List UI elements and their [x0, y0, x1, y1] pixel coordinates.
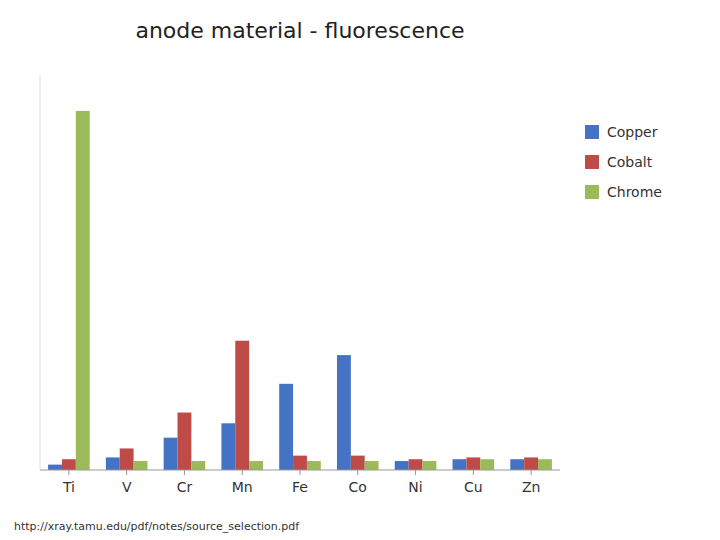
bar: Cobalt Co: 4: [351, 456, 365, 470]
x-tick-label: Cu: [464, 479, 483, 495]
legend-swatch: [585, 125, 599, 139]
x-tick: [242, 470, 243, 475]
x-tick: [531, 470, 532, 475]
y-axis-line: [40, 75, 41, 470]
bar: Copper Ni: 2.5: [395, 461, 409, 470]
x-tick: [473, 470, 474, 475]
bar: Cobalt Cr: 16: [178, 413, 192, 470]
x-tick: [415, 470, 416, 475]
footer: http://xray.tamu.edu/pdf/notes/source_se…: [14, 520, 300, 533]
legend-swatch: [585, 185, 599, 199]
x-tick-label: Mn: [232, 479, 253, 495]
x-tick: [184, 470, 185, 475]
bar: Cobalt Cu: 3.5: [466, 457, 480, 470]
bar: Copper Fe: 24: [279, 384, 293, 470]
x-tick: [126, 470, 127, 475]
bar: Chrome Co: 2.5: [365, 461, 379, 470]
x-tick: [300, 470, 301, 475]
x-tick-label: Ti: [62, 479, 75, 495]
title: anode material - fluorescence: [135, 18, 464, 43]
bar: Copper Mn: 13: [221, 423, 235, 470]
x-tick-label: V: [122, 479, 132, 495]
x-tick-label: Fe: [292, 479, 308, 495]
x-tick-label: Cr: [177, 479, 193, 495]
bar: Copper Co: 32: [337, 355, 351, 470]
x-tick-label: Ni: [408, 479, 422, 495]
bar: Cobalt Fe: 4: [293, 456, 307, 470]
bar: Chrome V: 2.5: [134, 461, 148, 470]
bar: Cobalt Ti: 3: [62, 459, 76, 470]
bar: Chrome Zn: 3: [538, 459, 552, 470]
bar: Chrome Fe: 2.5: [307, 461, 321, 470]
bars: Copper Ti: 1.5Copper V: 3.5Copper Cr: 9C…: [48, 111, 552, 470]
bar: Copper Cu: 3: [453, 459, 467, 470]
bar: Chrome Cr: 2.5: [191, 461, 205, 470]
bar: Chrome Cu: 3: [480, 459, 494, 470]
bar: Chrome Ni: 2.5: [422, 461, 436, 470]
bar: Cobalt Ni: 3: [409, 459, 423, 470]
bar: Chrome Mn: 2.5: [249, 461, 263, 470]
x-tick-label: Co: [349, 479, 367, 495]
bar: Copper Ti: 1.5: [48, 465, 62, 470]
bar: Copper Zn: 3: [510, 459, 524, 470]
x-tick-label: Zn: [522, 479, 540, 495]
legend-swatch: [585, 155, 599, 169]
bar: Cobalt V: 6: [120, 448, 134, 470]
bar: Cobalt Mn: 36: [235, 341, 249, 470]
bar: Copper Cr: 9: [164, 438, 178, 470]
legend-label: Copper: [607, 124, 658, 140]
legend: Copper Cobalt Chrome: [585, 124, 662, 200]
x-tick: [357, 470, 358, 475]
chart: anode material - fluorescence Copper Ti: …: [0, 0, 720, 540]
bar: Chrome Ti: 100: [76, 111, 90, 470]
bar: Copper V: 3.5: [106, 457, 120, 470]
legend-label: Cobalt: [607, 154, 653, 170]
bar: Cobalt Zn: 3.5: [524, 457, 538, 470]
legend-label: Chrome: [607, 184, 662, 200]
x-tick: [68, 470, 69, 475]
